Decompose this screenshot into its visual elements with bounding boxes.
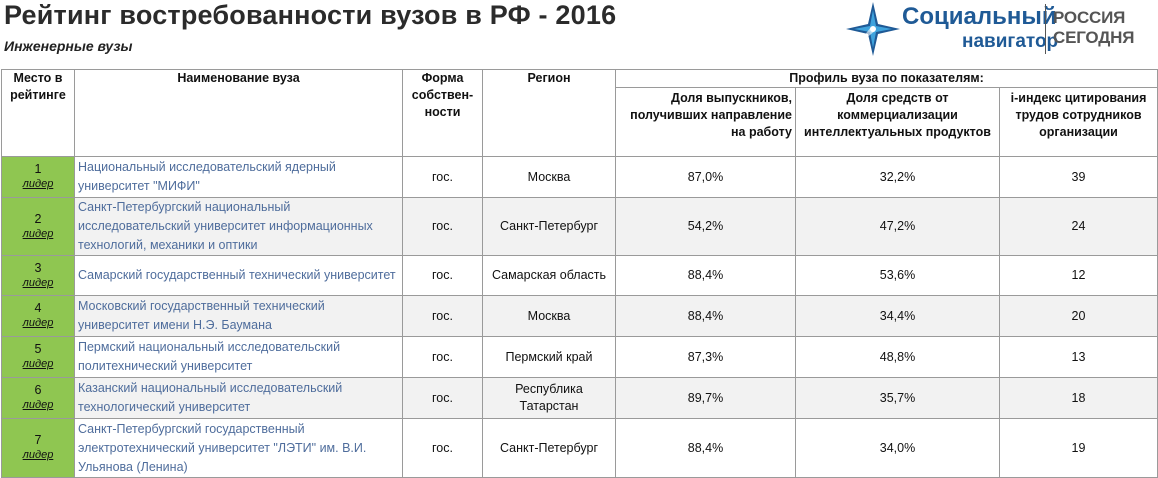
page-title: Рейтинг востребованности вузов в РФ - 20…	[4, 0, 617, 30]
rank-number: 5	[34, 342, 42, 356]
rank-number: 1	[34, 162, 42, 176]
ownership-cell: гос.	[402, 336, 483, 378]
table-row: 4 лидер Московский государственный технич…	[1, 295, 1158, 337]
table-row: 3 лидер Самарский государственный техниче…	[1, 255, 1158, 296]
rank-cell: 3 лидер	[1, 255, 75, 296]
col-header-region: Регион	[482, 69, 616, 157]
table-row: 1 лидер Национальный исследовательский яд…	[1, 156, 1158, 198]
employment-cell: 88,4%	[615, 418, 796, 478]
compass-star-icon	[846, 2, 900, 56]
page-subtitle: Инженерные вузы	[4, 38, 133, 54]
commercial-cell: 47,2%	[795, 197, 1000, 256]
ownership-cell: гос.	[402, 377, 483, 419]
university-name: Санкт-Петербургский государственный элек…	[74, 418, 403, 478]
ownership-cell: гос.	[402, 418, 483, 478]
col-header-employment: Доля выпускников, получивших направление…	[615, 87, 796, 157]
leader-link[interactable]: лидер	[22, 449, 54, 461]
logo-partner: РОССИЯ СЕГОДНЯ	[1053, 8, 1134, 48]
rank-number: 7	[34, 433, 42, 447]
leader-link[interactable]: лидер	[22, 399, 54, 411]
hindex-cell: 20	[998, 295, 1158, 337]
leader-link[interactable]: лидер	[22, 317, 54, 329]
leader-link[interactable]: лидер	[22, 276, 54, 289]
employment-cell: 87,3%	[615, 336, 796, 378]
logo-divider	[1045, 4, 1046, 54]
table-row: 7 лидер Санкт-Петербургский государственн…	[1, 418, 1158, 478]
university-name: Московский государственный технический у…	[74, 295, 403, 337]
university-name: Самарский государственный технический ун…	[74, 255, 403, 296]
rank-cell: 1 лидер	[1, 156, 75, 198]
region-cell: Москва	[482, 156, 616, 198]
hindex-cell: 24	[998, 197, 1158, 256]
hindex-cell: 13	[998, 336, 1158, 378]
hindex-cell: 12	[998, 255, 1158, 296]
ranking-table: Место в рейтинге Наименование вуза Форма…	[1, 69, 1158, 478]
hindex-cell: 19	[998, 418, 1158, 478]
col-header-name: Наименование вуза	[74, 69, 403, 157]
region-cell: Самарская область	[482, 255, 616, 296]
commercial-cell: 34,0%	[795, 418, 1000, 478]
region-cell: Санкт-Петербург	[482, 418, 616, 478]
rank-cell: 5 лидер	[1, 336, 75, 378]
logo-block: Социальный навигатор РОССИЯ СЕГОДНЯ	[844, 0, 1158, 62]
commercial-cell: 53,6%	[795, 255, 1000, 296]
logo-brand-bottom: навигатор	[962, 31, 1059, 52]
col-header-ownership: Форма собствен-ности	[402, 69, 483, 157]
rank-number: 2	[34, 211, 42, 226]
ownership-cell: гос.	[402, 255, 483, 296]
table-row: 6 лидер Казанский национальный исследоват…	[1, 377, 1158, 419]
rank-number: 4	[34, 301, 42, 315]
logo-partner-line1: РОССИЯ	[1053, 8, 1126, 27]
logo-partner-line2: СЕГОДНЯ	[1053, 28, 1135, 47]
col-header-commercial: Доля средств от коммерциализации интелле…	[795, 87, 1000, 157]
rank-number: 6	[34, 383, 42, 397]
rank-cell: 6 лидер	[1, 377, 75, 419]
logo-brand-top: Социальный	[902, 3, 1057, 30]
table-row: 5 лидер Пермский национальный исследовате…	[1, 336, 1158, 378]
col-header-rank: Место в рейтинге	[1, 69, 75, 157]
rank-number: 3	[34, 260, 42, 275]
employment-cell: 88,4%	[615, 255, 796, 296]
employment-cell: 89,7%	[615, 377, 796, 419]
region-cell: Москва	[482, 295, 616, 337]
leader-link[interactable]: лидер	[22, 178, 54, 190]
commercial-cell: 48,8%	[795, 336, 1000, 378]
university-name: Санкт-Петербургский национальный исследо…	[74, 197, 403, 256]
region-cell: Санкт-Петербург	[482, 197, 616, 256]
university-name: Национальный исследовательский ядерный у…	[74, 156, 403, 198]
university-name: Пермский национальный исследовательский …	[74, 336, 403, 378]
rank-cell: 2 лидер	[1, 197, 75, 256]
employment-cell: 88,4%	[615, 295, 796, 337]
employment-cell: 87,0%	[615, 156, 796, 198]
leader-link[interactable]: лидер	[22, 358, 54, 370]
hindex-cell: 18	[998, 377, 1158, 419]
commercial-cell: 35,7%	[795, 377, 1000, 419]
region-cell: Пермский край	[482, 336, 616, 378]
ownership-cell: гос.	[402, 156, 483, 198]
rank-cell: 7 лидер	[1, 418, 75, 478]
col-header-profile: Профиль вуза по показателям:	[614, 69, 1158, 88]
employment-cell: 54,2%	[615, 197, 796, 256]
region-cell: Республика Татарстан	[482, 377, 616, 419]
leader-link[interactable]: лидер	[22, 227, 54, 240]
table-row: 2 лидер Санкт-Петербургский национальный …	[1, 197, 1158, 256]
hindex-cell: 39	[998, 156, 1158, 198]
university-name: Казанский национальный исследовательский…	[74, 377, 403, 419]
ownership-cell: гос.	[402, 295, 483, 337]
rank-cell: 4 лидер	[1, 295, 75, 337]
ownership-cell: гос.	[402, 197, 483, 256]
col-header-hindex: i-индекс цитирования трудов сотрудников …	[998, 87, 1158, 157]
commercial-cell: 34,4%	[795, 295, 1000, 337]
commercial-cell: 32,2%	[795, 156, 1000, 198]
